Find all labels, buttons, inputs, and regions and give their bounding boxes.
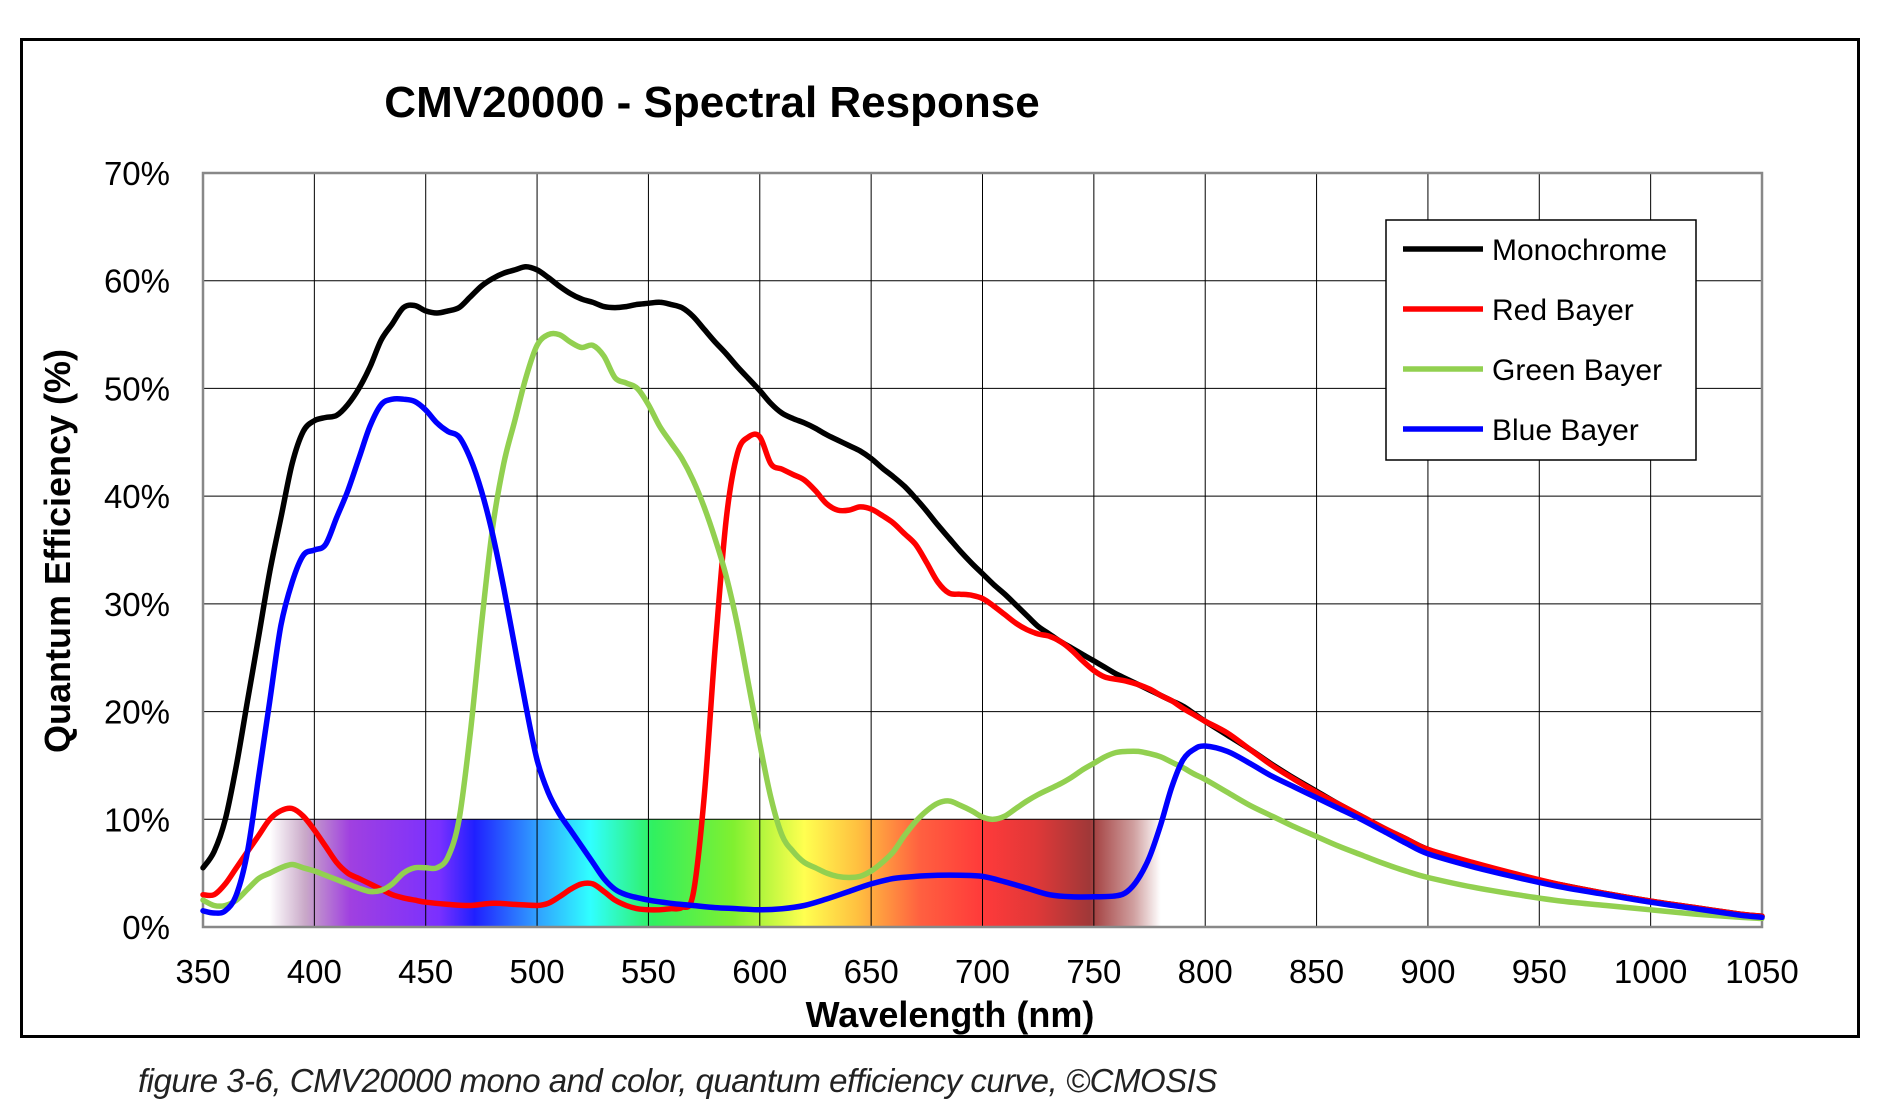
- x-tick-label: 900: [1400, 953, 1455, 990]
- x-axis-ticks: 350 400 450 500 550 600 650 700 750 800 850 900 950 1…: [175, 953, 1798, 990]
- x-tick-label: 350: [175, 953, 230, 990]
- legend-box: [1385, 219, 1697, 461]
- legend-label: Blue Bayer: [1492, 414, 1639, 447]
- y-tick-label: 60%: [104, 263, 170, 300]
- series-line-red-bayer: [200, 431, 1765, 919]
- y-tick-label: 20%: [104, 694, 170, 731]
- x-tick-label: 450: [398, 953, 453, 990]
- x-tick-label: 800: [1178, 953, 1233, 990]
- chart-title: CMV20000 - Spectral Response: [384, 78, 1039, 127]
- x-tick-label: 850: [1289, 953, 1344, 990]
- series-line-blue-bayer: [200, 395, 1765, 921]
- y-tick-label: 70%: [104, 155, 170, 192]
- x-tick-label: 700: [955, 953, 1010, 990]
- series-line-green-bayer: [200, 330, 1765, 922]
- x-tick-label: 400: [287, 953, 342, 990]
- x-tick-label: 1000: [1614, 953, 1687, 990]
- x-tick-label: 600: [732, 953, 787, 990]
- series-lines: [200, 263, 1765, 922]
- y-tick-label: 40%: [104, 478, 170, 515]
- x-tick-label: 950: [1512, 953, 1567, 990]
- y-tick-label: 30%: [104, 586, 170, 623]
- legend-label: Monochrome: [1492, 234, 1667, 267]
- legend-label: Green Bayer: [1492, 354, 1662, 387]
- legend: Monochrome Red Bayer Green Bayer Blue Bayer: [1385, 219, 1697, 461]
- x-tick-label: 550: [621, 953, 676, 990]
- x-tick-label: 500: [510, 953, 565, 990]
- plot-border: [201, 171, 1764, 929]
- y-axis-ticks: 0% 10% 20% 30% 40% 50% 60% 70%: [104, 155, 170, 946]
- y-tick-label: 0%: [122, 909, 170, 946]
- y-tick-label: 10%: [104, 801, 170, 838]
- x-tick-label: 650: [844, 953, 899, 990]
- legend-label: Red Bayer: [1492, 294, 1634, 327]
- x-tick-label: 750: [1066, 953, 1121, 990]
- x-tick-label: 1050: [1725, 953, 1798, 990]
- figure-caption: figure 3-6, CMV20000 mono and color, qua…: [138, 1062, 1217, 1099]
- grid-lines: [201, 171, 1764, 929]
- x-axis-label: Wavelength (nm): [806, 994, 1095, 1035]
- y-tick-label: 50%: [104, 370, 170, 407]
- y-axis-label: Quantum Efficiency (%): [37, 349, 78, 753]
